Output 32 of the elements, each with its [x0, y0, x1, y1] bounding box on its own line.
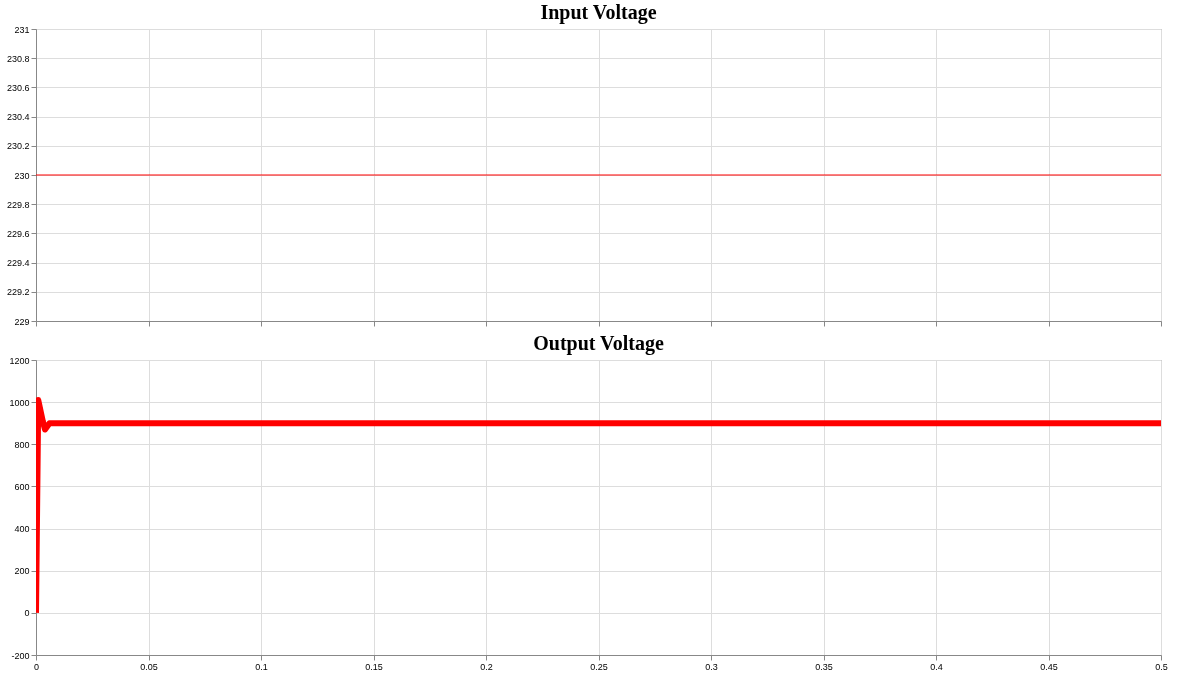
- x-tick-label: 0.5: [1155, 661, 1168, 672]
- chart-title: Input Voltage: [540, 1, 657, 24]
- y-tick-label: 229.2: [6, 287, 30, 298]
- y-tick-label: 231: [14, 24, 30, 35]
- y-tick-label: 400: [14, 524, 30, 535]
- y-tick-label: 230.4: [6, 112, 30, 123]
- y-tick-label: 229: [14, 316, 30, 327]
- x-tick-label: 0.05: [140, 661, 158, 672]
- y-tick-label: 229.4: [6, 258, 30, 269]
- y-tick-label: 230.2: [6, 141, 30, 152]
- x-tick-label: 0.2: [480, 661, 493, 672]
- y-tick-label: 230.6: [6, 82, 30, 93]
- y-tick-label: 1200: [9, 355, 30, 366]
- x-tick-label: 0.35: [815, 661, 833, 672]
- y-tick-label: 229.6: [6, 228, 30, 239]
- y-tick-label: 229.8: [6, 199, 30, 210]
- x-tick-label: 0: [33, 661, 40, 672]
- x-tick-label: 0.15: [365, 661, 383, 672]
- y-tick-label: 200: [14, 566, 30, 577]
- x-tick-label: 0.3: [705, 661, 718, 672]
- x-tick-label: 0.4: [930, 661, 943, 672]
- y-tick-label: 230: [14, 170, 30, 181]
- x-tick-label: 0.25: [590, 661, 608, 672]
- x-tick-label: 0.1: [255, 661, 268, 672]
- y-tick-label: 0: [24, 608, 30, 619]
- y-tick-label: -200: [11, 650, 30, 661]
- y-tick-label: 1000: [9, 397, 30, 408]
- y-tick-label: 800: [14, 439, 30, 450]
- y-tick-label: 600: [14, 481, 30, 492]
- chart-title: Output Voltage: [533, 332, 664, 355]
- y-tick-label: 230.8: [6, 53, 30, 64]
- x-tick-label: 0.45: [1040, 661, 1058, 672]
